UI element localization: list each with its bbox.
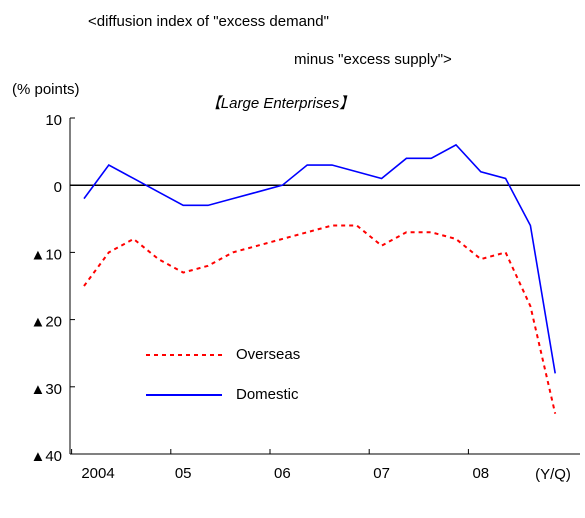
y-tick-label: 0 bbox=[54, 179, 62, 196]
y-tick-label: ▲10 bbox=[30, 246, 62, 263]
legend-label: Domestic bbox=[236, 386, 299, 403]
x-tick-label: 05 bbox=[175, 465, 192, 482]
series-line bbox=[83, 224, 557, 414]
chart-subtitle: 【Large Enterprises】 bbox=[206, 95, 354, 112]
x-tick-label: 06 bbox=[274, 465, 291, 482]
x-tick-label: 07 bbox=[373, 465, 390, 482]
y-tick-label: ▲20 bbox=[30, 314, 62, 331]
series-line bbox=[83, 143, 556, 374]
chart-title: <diffusion index of "excess demand" bbox=[88, 13, 329, 30]
chart-title: minus "excess supply"> bbox=[294, 51, 452, 68]
y-axis-label: (% points) bbox=[12, 81, 80, 98]
legend-label: Overseas bbox=[236, 346, 300, 363]
x-tick-label: 08 bbox=[472, 465, 489, 482]
y-tick-label: 10 bbox=[45, 112, 62, 129]
y-tick-label: ▲30 bbox=[30, 381, 62, 398]
x-tick-label: 2004 bbox=[81, 465, 114, 482]
y-tick-label: ▲40 bbox=[30, 448, 62, 465]
x-axis-label: (Y/Q) bbox=[535, 466, 571, 483]
